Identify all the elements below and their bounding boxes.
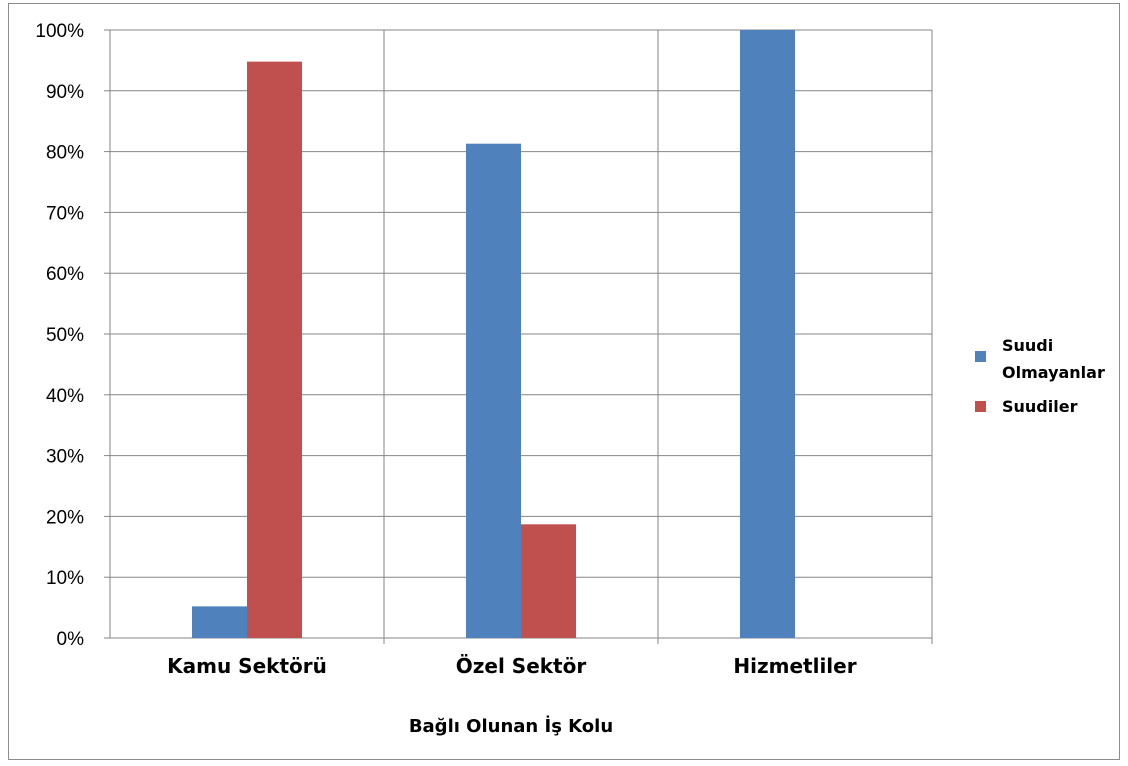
x-category-label: Kamu Sektörü [167, 654, 327, 678]
legend-swatch [975, 351, 986, 362]
bars-layer [192, 30, 795, 639]
y-tick-label: 70% [46, 203, 84, 224]
y-tick-label: 30% [46, 447, 84, 468]
bar-suudi-olmayanlar [192, 606, 247, 638]
y-tick-label: 50% [46, 325, 84, 346]
legend-swatch [975, 401, 986, 412]
y-tick-label: 40% [46, 386, 84, 407]
legend-label: Suudi [1002, 336, 1053, 355]
bar-suudi-olmayanlar [740, 30, 795, 638]
bar-suudi-olmayanlar [466, 143, 521, 639]
legend: Suudi Olmayanlar Suudiler [975, 336, 1105, 416]
legend-label: Olmayanlar [1002, 363, 1105, 382]
x-category-label: Özel Sektör [456, 654, 587, 678]
bar-suudiler [521, 524, 576, 638]
y-tick-label: 80% [46, 143, 84, 164]
x-category-label: Hizmetliler [733, 654, 856, 678]
bar-suudiler [247, 61, 302, 638]
y-tick-label: 90% [46, 82, 84, 103]
legend-label: Suudiler [1002, 397, 1078, 416]
labels-layer: 0% 10% 20% 30% 40% 50% 60% 70% 80% 90% 100% Kamu Se… [35, 21, 856, 678]
y-tick-label: 0% [57, 629, 85, 650]
y-tick-label: 10% [46, 568, 84, 589]
y-tick-label: 100% [35, 21, 84, 42]
x-axis-title: Bağlı Olunan İş Kolu [409, 715, 613, 737]
y-tick-label: 60% [46, 264, 84, 285]
y-tick-label: 20% [46, 507, 84, 528]
